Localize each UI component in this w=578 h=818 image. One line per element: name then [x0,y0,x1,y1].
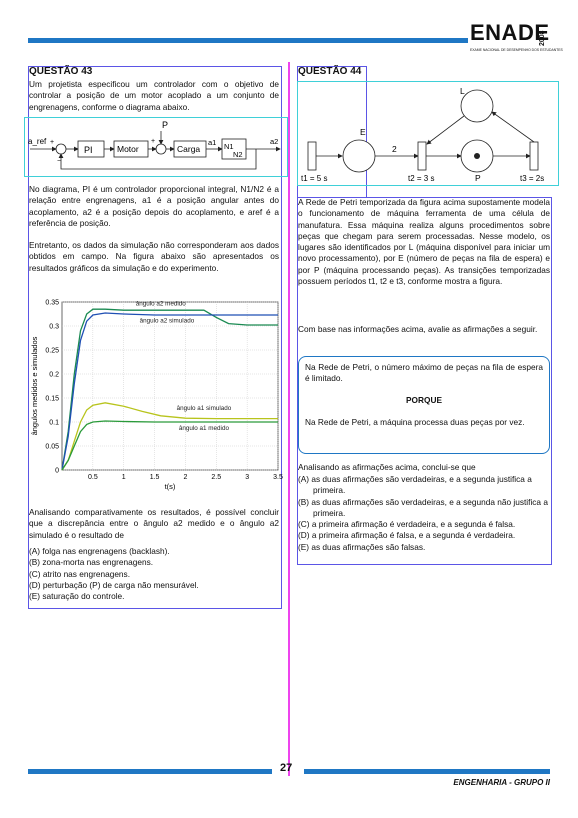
footer-bar-left [28,769,272,774]
page-number: 27 [280,762,293,774]
q43-option-a[interactable]: (A) folga nas engrenagens (backlash). [29,546,170,556]
pi-label: PI [84,145,93,155]
sum2-plus: + [151,138,155,145]
q44-option-b[interactable]: (B) as duas afirmações são verdadeiras, … [298,496,548,518]
q43-para2: Entretanto, os dados da simulação não co… [29,240,279,273]
footer-bar-right [304,769,550,774]
y-tick-label: 0 [55,468,59,475]
x-tick-label: 3.5 [273,474,283,481]
simulation-chart: 0 0.05 0.1 0.15 0.2 0.25 0.3 0.35 0.5 1 1.5 2 2.5 3 3.… [30,300,283,492]
place-P-label: P [475,173,481,183]
sum1-plus: + [50,139,54,146]
q43-question: Analisando comparativamente os resultado… [29,507,279,540]
q43-para1: No diagrama, PI é um controlador proporc… [29,184,279,228]
q43-option-c[interactable]: (C) atrito nas engrenagens. [29,568,131,579]
t2-label: t2 = 3 s [408,174,434,183]
summing-junction-2 [155,143,167,155]
gear-ratio-num: N1 [224,142,234,151]
y-axis-label: ângulos medidos e simulados [30,336,39,435]
petri-net: E 2 P L t1 = 5 s t2 = 3 s t3 = 2s [301,86,544,183]
transition-t3 [529,141,539,171]
a1-label: a1 [208,138,216,147]
brand-text: ENADE [470,20,550,45]
place-E [342,139,376,173]
q43-title: QUESTÃO 43 [29,66,93,77]
q44-question: Analisando as afirmações acima, conclui-… [298,462,476,472]
y-tick-label: 0.2 [49,372,59,379]
assertion-1: Na Rede de Petri, o número máximo de peç… [305,362,543,384]
y-tick-label: 0.05 [45,444,59,451]
arc-weight: 2 [392,144,397,154]
gear-ratio-den: N2 [233,150,243,159]
q43-option-e[interactable]: (E) saturação do controle. [29,591,125,602]
x-tick-label: 0.5 [88,474,98,481]
petri-net-frame [297,81,559,186]
disturbance-label: P [162,120,168,130]
y-tick-label: 0.15 [45,396,59,403]
x-tick-label: 2 [183,474,187,481]
carga-label: Carga [177,144,200,154]
q44-options: (A) as duas afirmações são verdadeiras, … [298,474,550,553]
t3-label: t3 = 2s [520,174,544,183]
y-tick-label: 0.25 [45,348,59,355]
series-line-1 [61,308,278,471]
motor-label: Motor [117,144,139,154]
q44-option-e[interactable]: (E) as duas afirmações são falsas. [298,541,426,552]
transition-t1 [307,141,317,171]
q43-intro: Um projetista especificou um controlador… [29,79,279,112]
y-tick-label: 0.3 [49,324,59,331]
y-tick-label: 0.1 [49,420,59,427]
series-line-4 [61,420,278,471]
block-diagram: a_ref + − PI Motor P + Carga a1 N1 N2 a2 [28,120,281,170]
q43-option-d[interactable]: (D) perturbação (P) de carga não mensurá… [29,579,199,590]
x-tick-label: 1 [122,474,126,481]
input-label: a_ref [28,137,47,146]
q44-text-frame [297,197,552,565]
brand-year: 2008 [539,30,546,46]
place-L [460,89,494,123]
header-logo: ENADE EXAME NACIONAL DE DESEMPENHO DOS E… [470,20,563,58]
block-diagram-frame [24,117,288,177]
q44-para1: A Rede de Petri temporizada da figura ac… [298,197,550,287]
token-P [474,153,480,159]
x-tick-label: 3 [245,474,249,481]
plot-area [61,301,279,471]
series-label-3: ângulo a1 simulado [177,405,232,412]
series-label-4: ângulo a1 medido [179,425,230,432]
q43-frame [28,66,282,609]
t1-label: t1 = 5 s [301,174,327,183]
x-tick-label: 1.5 [150,474,160,481]
summing-junction-1 [55,143,67,155]
porque-label: PORQUE [406,394,442,405]
sum1-minus: − [57,158,61,165]
q43-option-b[interactable]: (B) zona-morta nas engrenagens. [29,557,154,568]
place-L-label: L [460,86,465,96]
q44-option-c[interactable]: (C) a primeira afirmação é verdadeira, e… [298,519,516,530]
output-label: a2 [270,137,278,146]
series-line-2 [61,312,278,471]
q44-option-a[interactable]: (A) as duas afirmações são verdadeiras, … [298,474,532,496]
x-axis-label: t(s) [165,482,176,491]
transition-t2 [417,141,427,171]
q44-option-d[interactable]: (D) a primeira afirmação é falsa, e a se… [298,530,516,541]
footer-course: ENGENHARIA - GRUPO II [453,778,550,787]
q44-para2: Com base nas informações acima, avalie a… [298,324,538,334]
column-divider [288,62,290,776]
place-E-label: E [360,127,366,137]
header-bar [28,38,468,43]
series-label-2: ângulo a2 simulado [140,318,195,325]
assertions-box: Na Rede de Petri, o número máximo de peç… [298,356,550,454]
q44-title: QUESTÃO 44 [298,66,362,77]
series-line-3 [61,402,278,471]
x-tick-label: 2.5 [211,474,221,481]
assertion-2: Na Rede de Petri, a máquina processa dua… [305,416,525,427]
y-tick-label: 0.35 [45,300,59,307]
q43-options: (A) folga nas engrenagens (backlash). (B… [29,546,279,602]
series-label-1: ângulo a2 medido [136,300,187,307]
brand-subtitle: EXAME NACIONAL DE DESEMPENHO DOS ESTUDAN… [470,48,563,52]
